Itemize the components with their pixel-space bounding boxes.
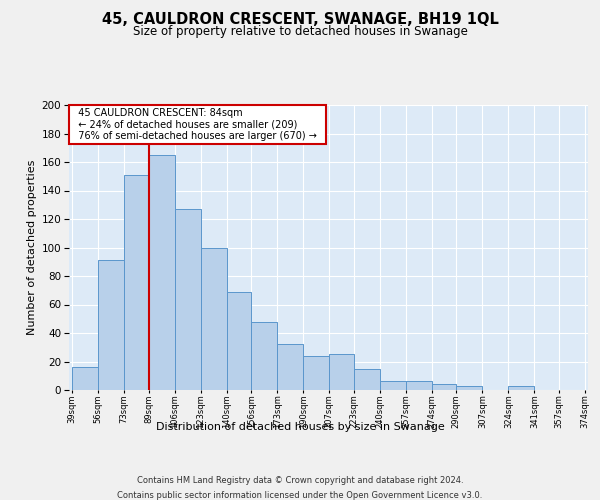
Bar [380,382,406,390]
Bar [200,248,227,390]
Bar [98,260,124,390]
Bar [72,367,98,390]
Bar [457,386,482,390]
Bar [124,175,149,390]
Bar [251,322,277,390]
Text: 45, CAULDRON CRESCENT, SWANAGE, BH19 1QL: 45, CAULDRON CRESCENT, SWANAGE, BH19 1QL [101,12,499,28]
Bar [175,209,200,390]
Text: 45 CAULDRON CRESCENT: 84sqm  
  ← 24% of detached houses are smaller (209)  
  7: 45 CAULDRON CRESCENT: 84sqm ← 24% of det… [71,108,323,141]
Bar [432,384,457,390]
Bar [354,368,380,390]
Text: Distribution of detached houses by size in Swanage: Distribution of detached houses by size … [155,422,445,432]
Text: Size of property relative to detached houses in Swanage: Size of property relative to detached ho… [133,25,467,38]
Bar [277,344,303,390]
Bar [329,354,354,390]
Bar [303,356,329,390]
Bar [227,292,251,390]
Text: Contains public sector information licensed under the Open Government Licence v3: Contains public sector information licen… [118,491,482,500]
Text: Contains HM Land Registry data © Crown copyright and database right 2024.: Contains HM Land Registry data © Crown c… [137,476,463,485]
Y-axis label: Number of detached properties: Number of detached properties [28,160,37,335]
Bar [508,386,535,390]
Bar [406,382,432,390]
Bar [149,155,175,390]
